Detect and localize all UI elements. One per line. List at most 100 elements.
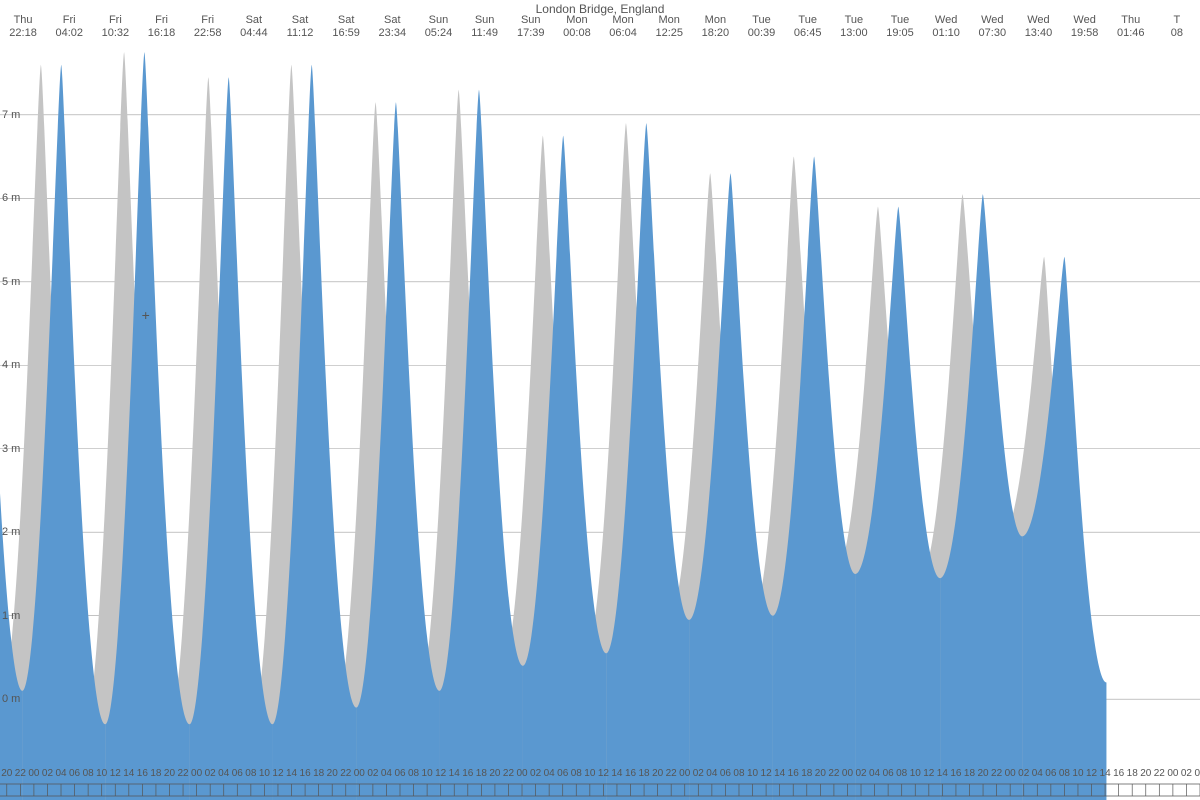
top-label-time: 08 [1171, 27, 1183, 40]
top-label-time: 10:32 [102, 27, 130, 40]
top-label-time: 00:39 [748, 27, 776, 40]
bottom-hour-label: 22 [177, 768, 188, 779]
top-time-label: Tue13:00 [840, 14, 868, 40]
bottom-hour-label: 14 [774, 768, 785, 779]
top-time-label: T08 [1171, 14, 1183, 40]
bottom-hour-label: 20 [489, 768, 500, 779]
top-label-day: Tue [886, 14, 914, 27]
top-time-label: Mon18:20 [702, 14, 730, 40]
bottom-hour-label: 10 [584, 768, 595, 779]
top-time-label: Mon12:25 [655, 14, 683, 40]
bottom-hour-label: 06 [1045, 768, 1056, 779]
bottom-hour-label: 12 [272, 768, 283, 779]
bottom-hour-label: 12 [110, 768, 121, 779]
bottom-hour-label: 16 [1113, 768, 1124, 779]
bottom-hour-label: 16 [137, 768, 148, 779]
top-time-labels: Thu22:18Fri04:02Fri10:32Fri16:18Fri22:58… [0, 14, 1200, 44]
top-label-day: Sat [379, 14, 407, 27]
bottom-hour-label: 18 [476, 768, 487, 779]
top-time-label: Sun17:39 [517, 14, 545, 40]
bottom-hour-label: 10 [96, 768, 107, 779]
bottom-hour-label: 04 [869, 768, 880, 779]
bottom-hour-label: 22 [503, 768, 514, 779]
top-label-time: 11:12 [287, 27, 314, 40]
bottom-hour-label: 22 [828, 768, 839, 779]
bottom-hour-label: 02 [1181, 768, 1192, 779]
bottom-hour-label: 04 [1194, 768, 1200, 779]
bottom-hour-label: 06 [720, 768, 731, 779]
bottom-hour-label: 00 [354, 768, 365, 779]
top-label-time: 17:39 [517, 27, 545, 40]
top-label-day: Tue [748, 14, 776, 27]
bottom-hour-label: 08 [733, 768, 744, 779]
top-label-day: Fri [194, 14, 222, 27]
top-label-day: Sun [517, 14, 545, 27]
bottom-hour-label: 10 [747, 768, 758, 779]
top-label-day: Thu [9, 14, 37, 27]
top-label-day: Tue [840, 14, 868, 27]
bottom-hour-labels: 2022000204060810121416182022000204060810… [0, 768, 1200, 782]
tide-series [0, 52, 1106, 800]
bottom-hour-label: 22 [1154, 768, 1165, 779]
top-label-day: Sat [287, 14, 314, 27]
bottom-hour-label: 18 [639, 768, 650, 779]
plot-svg [0, 0, 1200, 800]
top-label-time: 18:20 [702, 27, 730, 40]
top-time-label: Thu22:18 [9, 14, 37, 40]
bottom-hour-label: 00 [842, 768, 853, 779]
bottom-hour-label: 08 [83, 768, 94, 779]
bottom-hour-label: 18 [964, 768, 975, 779]
bottom-hour-label: 10 [422, 768, 433, 779]
top-label-day: Wed [1025, 14, 1053, 27]
bottom-hour-label: 14 [611, 768, 622, 779]
bottom-hour-label: 00 [191, 768, 202, 779]
top-label-day: Tue [794, 14, 822, 27]
bottom-hour-label: 12 [1086, 768, 1097, 779]
top-label-day: Sun [471, 14, 498, 27]
top-label-day: Wed [979, 14, 1007, 27]
bottom-hour-label: 22 [991, 768, 1002, 779]
bottom-hour-label: 20 [652, 768, 663, 779]
top-label-day: Sun [425, 14, 453, 27]
bottom-hour-label: 06 [232, 768, 243, 779]
top-label-time: 23:34 [379, 27, 407, 40]
bottom-hour-label: 10 [1072, 768, 1083, 779]
bottom-hour-label: 18 [801, 768, 812, 779]
bottom-hour-label: 18 [150, 768, 161, 779]
top-label-time: 19:58 [1071, 27, 1099, 40]
bottom-hour-label: 04 [544, 768, 555, 779]
bottom-hour-label: 04 [218, 768, 229, 779]
top-label-day: Thu [1117, 14, 1145, 27]
top-time-label: Sun11:49 [471, 14, 498, 40]
top-time-label: Fri04:02 [55, 14, 83, 40]
top-label-time: 22:18 [9, 27, 37, 40]
bottom-hour-label: 20 [327, 768, 338, 779]
top-label-day: Wed [1071, 14, 1099, 27]
bottom-hour-label: 14 [123, 768, 134, 779]
bottom-hour-label: 08 [896, 768, 907, 779]
bottom-hour-label: 00 [516, 768, 527, 779]
bottom-hour-label: 16 [625, 768, 636, 779]
bottom-hour-label: 16 [300, 768, 311, 779]
bottom-hour-label: 14 [449, 768, 460, 779]
top-label-day: Mon [563, 14, 591, 27]
bottom-hour-label: 02 [530, 768, 541, 779]
bottom-hour-label: 22 [15, 768, 26, 779]
top-time-label: Tue00:39 [748, 14, 776, 40]
bottom-hour-label: 18 [313, 768, 324, 779]
top-label-day: Wed [932, 14, 960, 27]
top-time-label: Fri10:32 [102, 14, 130, 40]
top-label-day: Fri [102, 14, 130, 27]
top-label-day: T [1171, 14, 1183, 27]
bottom-hour-label: 00 [1167, 768, 1178, 779]
bottom-hour-label: 14 [286, 768, 297, 779]
bottom-hour-label: 02 [855, 768, 866, 779]
top-time-label: Mon00:08 [563, 14, 591, 40]
top-time-label: Wed19:58 [1071, 14, 1099, 40]
bottom-hour-label: 22 [340, 768, 351, 779]
top-time-label: Wed07:30 [979, 14, 1007, 40]
bottom-hour-label: 10 [259, 768, 270, 779]
bottom-hour-label: 20 [1, 768, 12, 779]
y-tick-label: 2 m [2, 526, 20, 538]
bottom-hour-label: 00 [28, 768, 39, 779]
